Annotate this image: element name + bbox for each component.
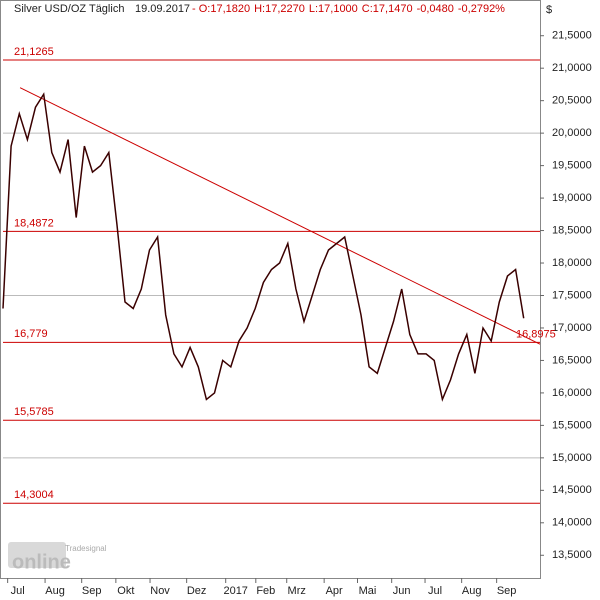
header-date: 19.09.2017 xyxy=(135,3,190,15)
y-tick-label: 20,0000 xyxy=(552,127,592,139)
level-label: 18,4872 xyxy=(14,217,54,229)
y-tick-label: 15,0000 xyxy=(552,452,592,464)
trendline xyxy=(19,87,541,345)
plot-frame xyxy=(0,0,541,579)
x-tick-label: Apr xyxy=(326,585,343,597)
y-tick-label: 19,5000 xyxy=(552,160,592,172)
x-tick-label: Okt xyxy=(117,585,134,597)
y-tick-label: 16,0000 xyxy=(552,387,592,399)
x-tick-label: Aug xyxy=(462,585,482,597)
level-label: 14,3004 xyxy=(14,489,54,501)
price-line xyxy=(2,92,525,402)
y-tick-label: 19,0000 xyxy=(552,192,592,204)
x-tick-label: Jul xyxy=(428,585,442,597)
header: Silver USD/OZ Täglich 19.09.2017 - O:17,… xyxy=(14,3,505,15)
logo-box xyxy=(8,542,66,568)
x-tick-label: Feb xyxy=(256,585,275,597)
level-label: 21,1265 xyxy=(14,46,54,58)
logo-name: online xyxy=(12,551,71,573)
y-tick-label: 14,5000 xyxy=(552,484,592,496)
y-tick-label: 17,5000 xyxy=(552,289,592,301)
x-tick-label: Aug xyxy=(45,585,65,597)
last-price-label: 16,8975 xyxy=(516,329,556,341)
y-tick-label: 20,5000 xyxy=(552,95,592,107)
y-tick-label: 14,0000 xyxy=(552,517,592,529)
x-tick-label: Sep xyxy=(82,585,102,597)
y-tick-label: 18,0000 xyxy=(552,257,592,269)
y-tick-label: 17,0000 xyxy=(552,322,592,334)
currency: $ xyxy=(546,4,552,16)
x-tick-label: Sep xyxy=(497,585,517,597)
x-tick-label: Jul xyxy=(11,585,25,597)
header-value: H:17,2270 xyxy=(254,3,305,15)
x-tick-label: Mrz xyxy=(288,585,306,597)
header-value: - O:17,1820 xyxy=(192,3,250,15)
x-tick-label: 2017 xyxy=(223,585,247,597)
header-value: L:17,1000 xyxy=(309,3,358,15)
y-tick-label: 18,5000 xyxy=(552,224,592,236)
header-value: C:17,1470 xyxy=(362,3,413,15)
level-label: 15,5785 xyxy=(14,406,54,418)
x-tick-label: Jun xyxy=(393,585,411,597)
x-tick-label: Mai xyxy=(359,585,377,597)
y-tick-label: 21,5000 xyxy=(552,30,592,42)
y-tick-label: 15,5000 xyxy=(552,419,592,431)
x-tick-label: Dez xyxy=(187,585,207,597)
header-value: -0,0480 xyxy=(417,3,454,15)
logo: Tradesignal online xyxy=(8,542,107,573)
level-label: 16,779 xyxy=(14,328,48,340)
y-tick-label: 16,5000 xyxy=(552,354,592,366)
header-value: -0,2792% xyxy=(458,3,505,15)
logo-brand: Tradesignal xyxy=(65,544,107,553)
y-tick-label: 13,5000 xyxy=(552,549,592,561)
header-title: Silver USD/OZ Täglich xyxy=(14,3,124,15)
y-tick-label: 21,0000 xyxy=(552,62,592,74)
x-tick-label: Nov xyxy=(150,585,170,597)
